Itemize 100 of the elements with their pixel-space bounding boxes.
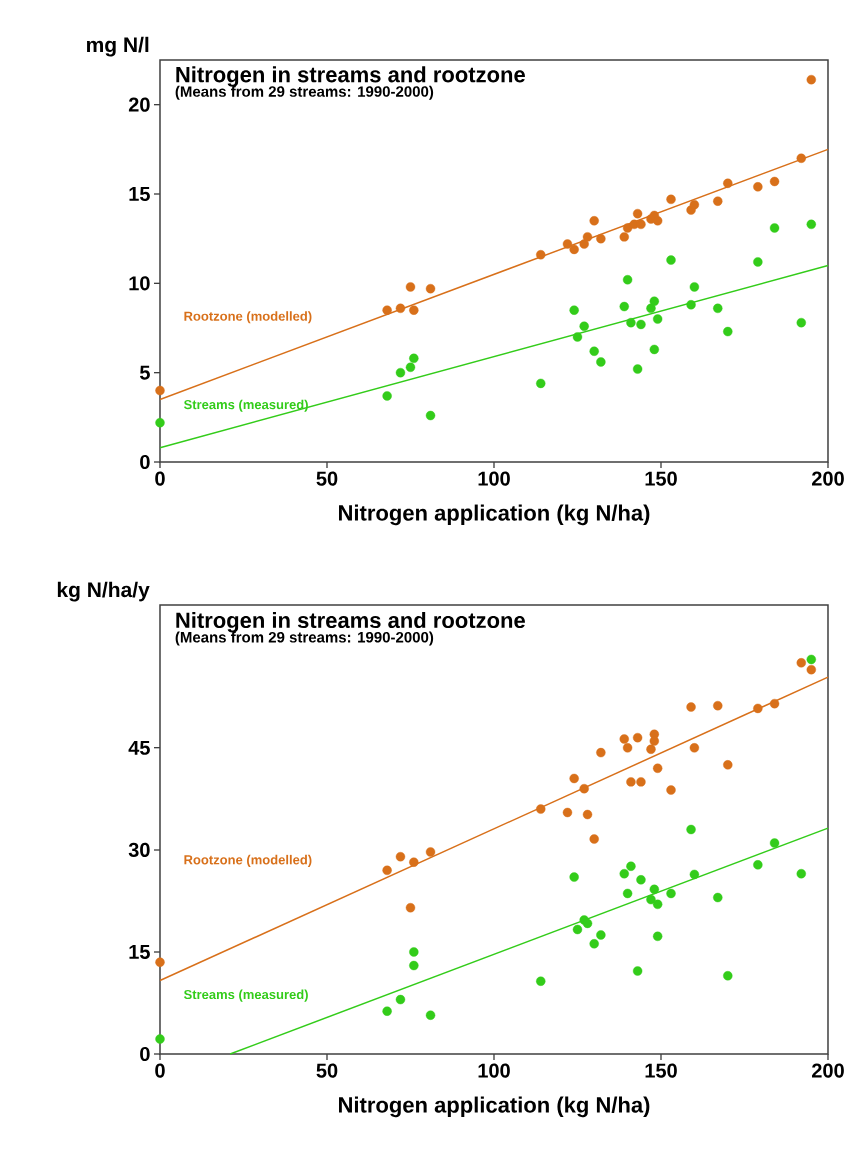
y-tick-label: 10 <box>129 276 150 291</box>
point <box>632 208 643 219</box>
point <box>689 869 700 880</box>
point <box>622 743 633 753</box>
point <box>636 319 646 330</box>
point <box>589 346 599 356</box>
point <box>626 777 636 787</box>
point <box>589 939 599 949</box>
point <box>723 760 733 770</box>
point <box>536 250 546 260</box>
point <box>155 957 165 967</box>
point <box>582 809 593 820</box>
point <box>652 314 663 324</box>
point <box>649 344 660 355</box>
point <box>806 74 816 85</box>
x-tick-label: 100 <box>478 1063 510 1078</box>
point <box>425 283 436 294</box>
point <box>769 223 780 233</box>
y-tick-label: 0 <box>140 454 150 470</box>
point <box>686 702 696 712</box>
x-axis-title: Nitrogen application (kg N/ha) <box>339 504 650 526</box>
point <box>646 894 656 905</box>
point <box>572 924 583 935</box>
point <box>579 239 589 249</box>
x-tick-label: 50 <box>316 471 338 486</box>
y-tick-label: 20 <box>128 97 150 112</box>
point <box>589 834 599 844</box>
point <box>753 703 763 714</box>
point <box>686 824 696 835</box>
point <box>652 216 663 226</box>
point <box>723 971 733 981</box>
point <box>652 931 663 941</box>
point <box>395 303 406 314</box>
x-axis-title: Nitrogen application (kg N/ha) <box>339 1096 650 1118</box>
point <box>619 232 629 242</box>
x-tick-label: 50 <box>316 1063 338 1078</box>
point <box>155 385 165 396</box>
point <box>713 196 723 206</box>
point <box>405 362 416 372</box>
x-tick-label: 0 <box>155 471 165 486</box>
point <box>596 930 606 940</box>
point <box>589 216 599 226</box>
point <box>626 317 636 328</box>
point <box>425 410 436 421</box>
text: (Means from 29 streams: 1990-2000) <box>175 631 434 646</box>
point <box>632 732 643 743</box>
point <box>689 200 700 210</box>
point <box>425 847 436 857</box>
point <box>409 947 419 957</box>
point <box>579 321 589 331</box>
point <box>646 744 656 754</box>
point <box>596 233 606 244</box>
point <box>425 1010 436 1020</box>
y-tick-label: 0 <box>140 1046 150 1062</box>
point <box>632 966 643 976</box>
x-tick-label: 150 <box>645 1063 677 1078</box>
point <box>619 301 629 312</box>
text: Rootzone (modelled) <box>184 311 312 324</box>
point <box>395 994 406 1005</box>
point <box>582 232 593 242</box>
point <box>649 296 660 306</box>
point <box>666 888 676 899</box>
text: Rootzone (modelled) <box>184 854 312 867</box>
point <box>536 976 546 986</box>
point <box>636 875 646 885</box>
point <box>666 785 676 795</box>
y-tick-label: 30 <box>128 842 150 857</box>
text: Streams (measured) <box>183 989 308 1002</box>
point <box>796 869 806 879</box>
point <box>689 282 700 292</box>
point <box>155 417 165 428</box>
point <box>619 869 629 879</box>
y-tick-label: 45 <box>128 740 150 755</box>
point <box>753 182 763 192</box>
y-axis-title: mg N/l <box>87 36 149 57</box>
point <box>409 305 419 315</box>
point <box>769 838 780 848</box>
point <box>769 698 780 709</box>
point <box>753 257 763 267</box>
point <box>666 194 676 205</box>
point <box>723 326 733 337</box>
point <box>626 861 636 871</box>
y-axis-title: kg N/ha/y <box>57 581 150 602</box>
point <box>409 857 419 867</box>
x-tick-label: 100 <box>478 471 510 486</box>
point <box>649 884 660 895</box>
point <box>382 391 392 401</box>
point <box>569 244 579 255</box>
point <box>569 305 579 315</box>
x-tick-label: 150 <box>645 471 677 486</box>
point <box>582 918 593 929</box>
point <box>622 275 633 285</box>
series-label: Streams (measured) <box>183 399 308 412</box>
point <box>395 367 406 378</box>
point <box>405 903 416 913</box>
point <box>652 899 663 910</box>
point <box>769 176 780 187</box>
point <box>409 353 419 364</box>
y-tick-label: 15 <box>129 187 150 201</box>
point <box>636 777 646 787</box>
